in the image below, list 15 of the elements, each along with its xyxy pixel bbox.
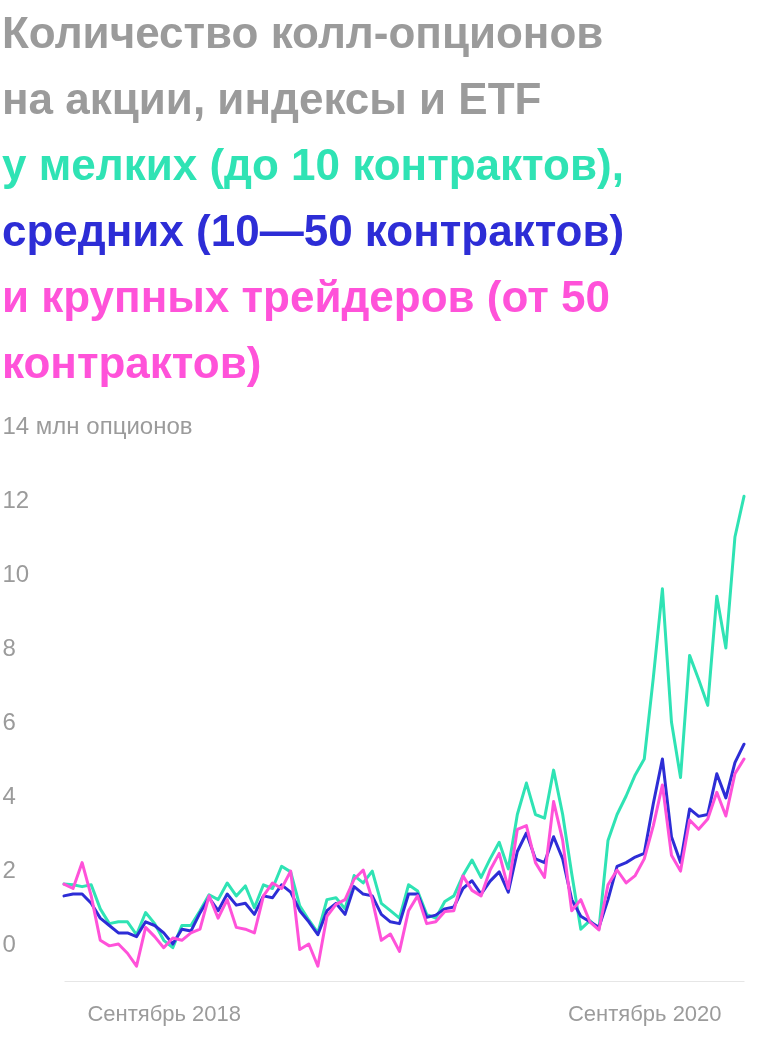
y-tick-label: 0	[2, 929, 16, 957]
x-tick-label: Сентябрь 2018	[87, 1000, 242, 1026]
text: средних (10—50 контрактов)	[2, 205, 626, 257]
y-tick-label: 2	[2, 855, 16, 883]
y-tick-label: 6	[2, 707, 16, 735]
y-tick-label: 4	[2, 781, 16, 809]
y-tick-label: 12	[2, 485, 30, 513]
x-tick-label: Сентябрь 2020	[567, 1000, 722, 1026]
text: и крупных трейдеров (от 50 контрактов)	[2, 271, 611, 389]
line-series	[62, 757, 746, 968]
y-tick-label: 10	[2, 559, 30, 587]
y-tick-label: 8	[2, 633, 16, 661]
y-tick-label: 14 млн опционов	[2, 411, 193, 439]
chart-title: Количество колл-опционов на акции, индексы и ETF	[2, 7, 605, 125]
text: у мелких (до 10 контрактов),	[2, 139, 625, 191]
